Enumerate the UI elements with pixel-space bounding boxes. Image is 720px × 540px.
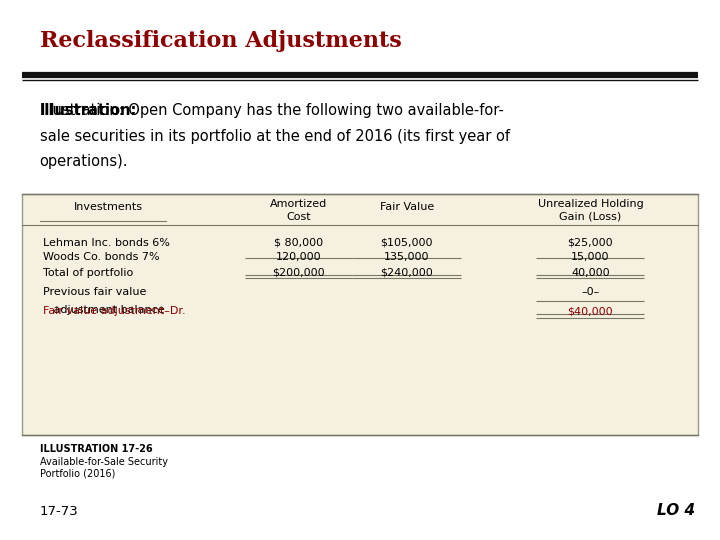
- Text: Fair Value: Fair Value: [379, 202, 434, 212]
- Text: ILLUSTRATION 17-26: ILLUSTRATION 17-26: [40, 444, 152, 454]
- FancyBboxPatch shape: [22, 194, 698, 435]
- Text: $25,000: $25,000: [567, 238, 613, 248]
- Text: Unrealized Holding
Gain (Loss): Unrealized Holding Gain (Loss): [538, 199, 643, 221]
- Text: –0–: –0–: [581, 287, 600, 298]
- Text: Available-for-Sale Security: Available-for-Sale Security: [40, 457, 168, 467]
- Text: Previous fair value: Previous fair value: [43, 287, 147, 298]
- Text: Amortized
Cost: Amortized Cost: [270, 199, 328, 221]
- Text: $ 80,000: $ 80,000: [274, 238, 323, 248]
- Text: Reclassification Adjustments: Reclassification Adjustments: [40, 30, 401, 52]
- Text: $40,000: $40,000: [567, 306, 613, 316]
- Text: 40,000: 40,000: [571, 268, 610, 278]
- Text: adjustment balance: adjustment balance: [43, 305, 165, 315]
- Text: $240,000: $240,000: [380, 268, 433, 278]
- Text: 120,000: 120,000: [276, 252, 322, 262]
- Text: Lehman Inc. bonds 6%: Lehman Inc. bonds 6%: [43, 238, 170, 248]
- Text: Portfolio (2016): Portfolio (2016): [40, 469, 115, 479]
- Text: 135,000: 135,000: [384, 252, 430, 262]
- Text: Investments: Investments: [73, 202, 143, 212]
- Text: $105,000: $105,000: [381, 238, 433, 248]
- Text: 17-73: 17-73: [40, 505, 78, 518]
- Text: Illustration: Open Company has the following two available-for-: Illustration: Open Company has the follo…: [40, 103, 503, 118]
- Text: Illustration:: Illustration:: [40, 103, 137, 118]
- Text: operations).: operations).: [40, 154, 128, 170]
- Text: sale securities in its portfolio at the end of 2016 (its first year of: sale securities in its portfolio at the …: [40, 129, 510, 144]
- Text: Total of portfolio: Total of portfolio: [43, 268, 133, 278]
- Text: Fair value adjustment–Dr.: Fair value adjustment–Dr.: [43, 306, 186, 316]
- Text: LO 4: LO 4: [657, 503, 695, 518]
- Text: $200,000: $200,000: [272, 268, 325, 278]
- Text: Woods Co. bonds 7%: Woods Co. bonds 7%: [43, 252, 160, 262]
- Text: 15,000: 15,000: [571, 252, 610, 262]
